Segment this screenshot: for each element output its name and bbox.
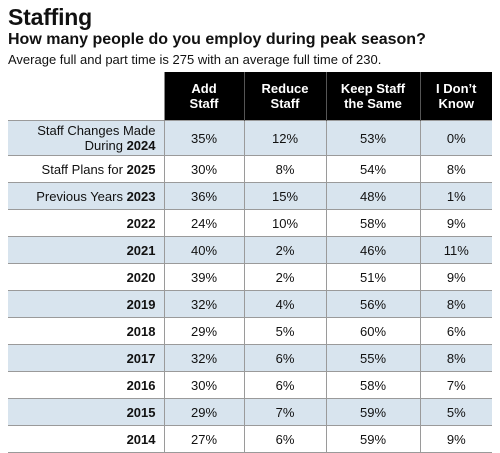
value-cell: 24%: [164, 209, 245, 237]
value-cell: 9%: [420, 425, 492, 453]
value-cell: 11%: [420, 236, 492, 264]
value-cell: 59%: [326, 398, 421, 426]
value-cell: 2%: [244, 236, 327, 264]
table-row: Staff Changes Made During 2024 35% 12% 53…: [8, 120, 492, 156]
table-row: 2019 32% 4% 56% 8%: [8, 290, 492, 318]
table-row: Previous Years 2023 36% 15% 48% 1%: [8, 182, 492, 210]
value-cell: 12%: [244, 120, 327, 156]
value-cell: 5%: [420, 398, 492, 426]
corner-cell: [8, 72, 165, 121]
value-cell: 4%: [244, 290, 327, 318]
value-cell: 56%: [326, 290, 421, 318]
value-cell: 30%: [164, 155, 245, 183]
table-row: 2018 29% 5% 60% 6%: [8, 317, 492, 345]
column-header: Keep Staff the Same: [326, 72, 421, 121]
value-cell: 6%: [420, 317, 492, 345]
table-row: 2015 29% 7% 59% 5%: [8, 398, 492, 426]
value-cell: 10%: [244, 209, 327, 237]
value-cell: 6%: [244, 425, 327, 453]
value-cell: 29%: [164, 317, 245, 345]
value-cell: 30%: [164, 371, 245, 399]
question-subtitle: How many people do you employ during pea…: [8, 31, 426, 48]
value-cell: 6%: [244, 344, 327, 372]
row-label: 2018: [8, 317, 165, 345]
value-cell: 32%: [164, 290, 245, 318]
row-label: 2021: [8, 236, 165, 264]
row-label: 2020: [8, 263, 165, 291]
value-cell: 51%: [326, 263, 421, 291]
value-cell: 53%: [326, 120, 421, 156]
row-label: 2019: [8, 290, 165, 318]
page-title: Staffing: [8, 4, 92, 30]
value-cell: 58%: [326, 371, 421, 399]
row-label: 2015: [8, 398, 165, 426]
value-cell: 1%: [420, 182, 492, 210]
column-header: I Don’t Know: [420, 72, 492, 121]
table-row: 2014 27% 6% 59% 9%: [8, 425, 492, 453]
value-cell: 59%: [326, 425, 421, 453]
value-cell: 58%: [326, 209, 421, 237]
table-row: 2017 32% 6% 55% 8%: [8, 344, 492, 372]
row-label: 2022: [8, 209, 165, 237]
value-cell: 6%: [244, 371, 327, 399]
table-row: 2021 40% 2% 46% 11%: [8, 236, 492, 264]
value-cell: 36%: [164, 182, 245, 210]
value-cell: 32%: [164, 344, 245, 372]
value-cell: 48%: [326, 182, 421, 210]
value-cell: 35%: [164, 120, 245, 156]
value-cell: 29%: [164, 398, 245, 426]
value-cell: 8%: [420, 290, 492, 318]
table-row: 2022 24% 10% 58% 9%: [8, 209, 492, 237]
value-cell: 8%: [420, 155, 492, 183]
value-cell: 7%: [244, 398, 327, 426]
value-cell: 7%: [420, 371, 492, 399]
row-label: Previous Years 2023: [8, 182, 165, 210]
value-cell: 40%: [164, 236, 245, 264]
value-cell: 27%: [164, 425, 245, 453]
row-label: 2016: [8, 371, 165, 399]
value-cell: 9%: [420, 209, 492, 237]
table-header-row: Add Staff Reduce Staff Keep Staff the Same …: [8, 72, 492, 121]
column-header: Reduce Staff: [244, 72, 327, 121]
value-cell: 39%: [164, 263, 245, 291]
row-label: 2014: [8, 425, 165, 453]
average-note: Average full and part time is 275 with a…: [8, 52, 382, 67]
value-cell: 15%: [244, 182, 327, 210]
row-label: 2017: [8, 344, 165, 372]
table-row: 2020 39% 2% 51% 9%: [8, 263, 492, 291]
staffing-table: Add Staff Reduce Staff Keep Staff the Same …: [8, 72, 492, 453]
table-row: Staff Plans for 2025 30% 8% 54% 8%: [8, 155, 492, 183]
value-cell: 46%: [326, 236, 421, 264]
value-cell: 2%: [244, 263, 327, 291]
value-cell: 8%: [420, 344, 492, 372]
value-cell: 60%: [326, 317, 421, 345]
value-cell: 55%: [326, 344, 421, 372]
value-cell: 9%: [420, 263, 492, 291]
column-header: Add Staff: [164, 72, 245, 121]
value-cell: 0%: [420, 120, 492, 156]
table-row: 2016 30% 6% 58% 7%: [8, 371, 492, 399]
value-cell: 5%: [244, 317, 327, 345]
row-label: Staff Changes Made During 2024: [8, 120, 165, 156]
row-label: Staff Plans for 2025: [8, 155, 165, 183]
value-cell: 8%: [244, 155, 327, 183]
value-cell: 54%: [326, 155, 421, 183]
